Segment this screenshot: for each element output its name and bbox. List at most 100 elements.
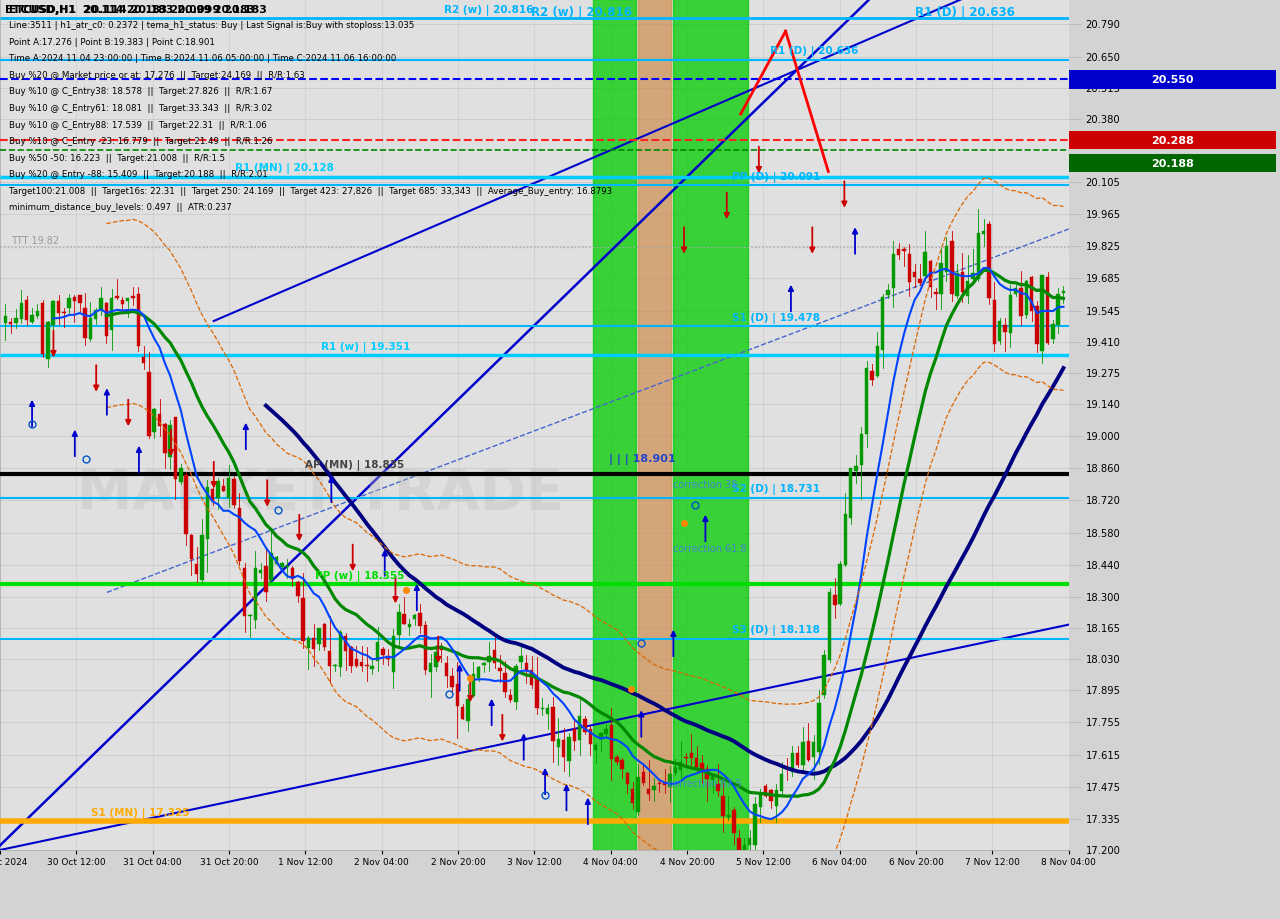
- Bar: [653, 786, 655, 790]
- Bar: [248, 616, 252, 617]
- Bar: [1036, 307, 1038, 345]
- Bar: [567, 737, 571, 762]
- Bar: [68, 299, 70, 309]
- Text: R1 (MN) | 20.128: R1 (MN) | 20.128: [236, 163, 334, 174]
- Bar: [56, 301, 60, 314]
- Bar: [621, 761, 623, 769]
- Bar: [754, 804, 756, 845]
- Bar: [961, 273, 964, 292]
- Bar: [854, 467, 858, 471]
- Bar: [317, 629, 321, 644]
- Text: ETCUSD,H1  20.114 20.183 20.099 20.183: ETCUSD,H1 20.114 20.183 20.099 20.183: [5, 5, 268, 15]
- Text: correction 61.8: correction 61.8: [673, 543, 746, 553]
- Text: Buy %10 @ C_Entry88: 17.539  ||  Target:22.31  ||  R/R:1.06: Buy %10 @ C_Entry88: 17.539 || Target:22…: [9, 120, 266, 130]
- Bar: [503, 673, 507, 693]
- Bar: [402, 614, 406, 624]
- Bar: [530, 671, 534, 686]
- Bar: [201, 535, 204, 580]
- Bar: [609, 725, 613, 759]
- Bar: [589, 730, 591, 744]
- Bar: [1004, 325, 1006, 333]
- Bar: [370, 666, 374, 670]
- Text: PP (D) | 20.091: PP (D) | 20.091: [732, 172, 820, 182]
- Bar: [998, 322, 1001, 342]
- Bar: [737, 837, 741, 850]
- Bar: [179, 469, 183, 482]
- Bar: [365, 665, 369, 666]
- Bar: [46, 323, 50, 360]
- Text: 17.335: 17.335: [1085, 814, 1120, 824]
- Bar: [73, 298, 77, 301]
- Text: 20.515: 20.515: [1085, 84, 1121, 94]
- Text: 20.188: 20.188: [1151, 159, 1194, 168]
- Bar: [216, 481, 220, 499]
- Text: 20.380: 20.380: [1085, 115, 1120, 124]
- Bar: [759, 793, 762, 808]
- Text: 19.410: 19.410: [1085, 337, 1120, 347]
- Text: R2 (w) | 20.816: R2 (w) | 20.816: [444, 5, 532, 16]
- Bar: [24, 301, 28, 321]
- FancyBboxPatch shape: [1069, 154, 1276, 173]
- Bar: [291, 569, 294, 579]
- Bar: [525, 664, 529, 670]
- Bar: [908, 255, 911, 282]
- Bar: [722, 796, 724, 816]
- Bar: [466, 699, 470, 720]
- FancyBboxPatch shape: [1069, 131, 1276, 150]
- Bar: [584, 719, 586, 732]
- Bar: [838, 565, 842, 604]
- Text: ETCUSD,H1  20.114 20.183 20.099 20.183: ETCUSD,H1 20.114 20.183 20.099 20.183: [9, 5, 255, 15]
- Text: | | | 18.901: | | | 18.901: [609, 454, 676, 465]
- Bar: [572, 730, 576, 742]
- Bar: [812, 742, 815, 757]
- Bar: [280, 563, 284, 567]
- Bar: [796, 754, 799, 766]
- Bar: [1061, 291, 1065, 294]
- Bar: [552, 707, 554, 742]
- Bar: [312, 638, 315, 650]
- Bar: [716, 785, 719, 791]
- Bar: [125, 299, 129, 301]
- Bar: [259, 571, 262, 573]
- Bar: [157, 414, 161, 426]
- Bar: [132, 297, 134, 299]
- Bar: [206, 487, 209, 539]
- Bar: [992, 301, 996, 345]
- Bar: [705, 769, 709, 779]
- Bar: [307, 638, 310, 649]
- Bar: [616, 757, 618, 763]
- Bar: [897, 250, 900, 256]
- Bar: [498, 668, 502, 672]
- Text: 20.105: 20.105: [1085, 177, 1120, 187]
- Bar: [577, 717, 581, 740]
- Bar: [227, 479, 230, 499]
- Bar: [120, 301, 124, 305]
- Bar: [445, 663, 448, 676]
- Bar: [945, 246, 948, 273]
- Bar: [940, 264, 943, 295]
- Text: 20.790: 20.790: [1085, 20, 1120, 30]
- Bar: [977, 233, 980, 279]
- Text: 17.895: 17.895: [1085, 686, 1121, 696]
- Bar: [296, 583, 300, 596]
- Bar: [211, 490, 215, 502]
- Bar: [817, 703, 820, 752]
- Text: 17.475: 17.475: [1085, 782, 1121, 792]
- Bar: [285, 566, 289, 567]
- Bar: [333, 665, 337, 666]
- Bar: [456, 684, 460, 706]
- Bar: [515, 666, 517, 702]
- Bar: [339, 632, 342, 667]
- Text: S2 (D) | 18.731: S2 (D) | 18.731: [732, 484, 820, 494]
- Bar: [690, 753, 692, 758]
- Text: 19.685: 19.685: [1085, 274, 1121, 284]
- Bar: [19, 303, 23, 320]
- Bar: [849, 469, 852, 519]
- Bar: [828, 593, 831, 661]
- Bar: [31, 316, 33, 323]
- Text: Buy %10 @ C_Entry61: 18.081  ||  Target:33.343  ||  R/R:3.02: Buy %10 @ C_Entry61: 18.081 || Target:33…: [9, 104, 273, 113]
- Text: Buy %50 -50: 16.223  ||  Target:21.008  ||  R/R:1.5: Buy %50 -50: 16.223 || Target:21.008 || …: [9, 153, 225, 163]
- Text: Line:3511 | h1_atr_c0: 0.2372 | tema_h1_status: Buy | Last Signal is:Buy with st: Line:3511 | h1_atr_c0: 0.2372 | tema_h1_…: [9, 21, 415, 30]
- Bar: [929, 262, 932, 288]
- Text: TTT 19.82: TTT 19.82: [10, 236, 59, 245]
